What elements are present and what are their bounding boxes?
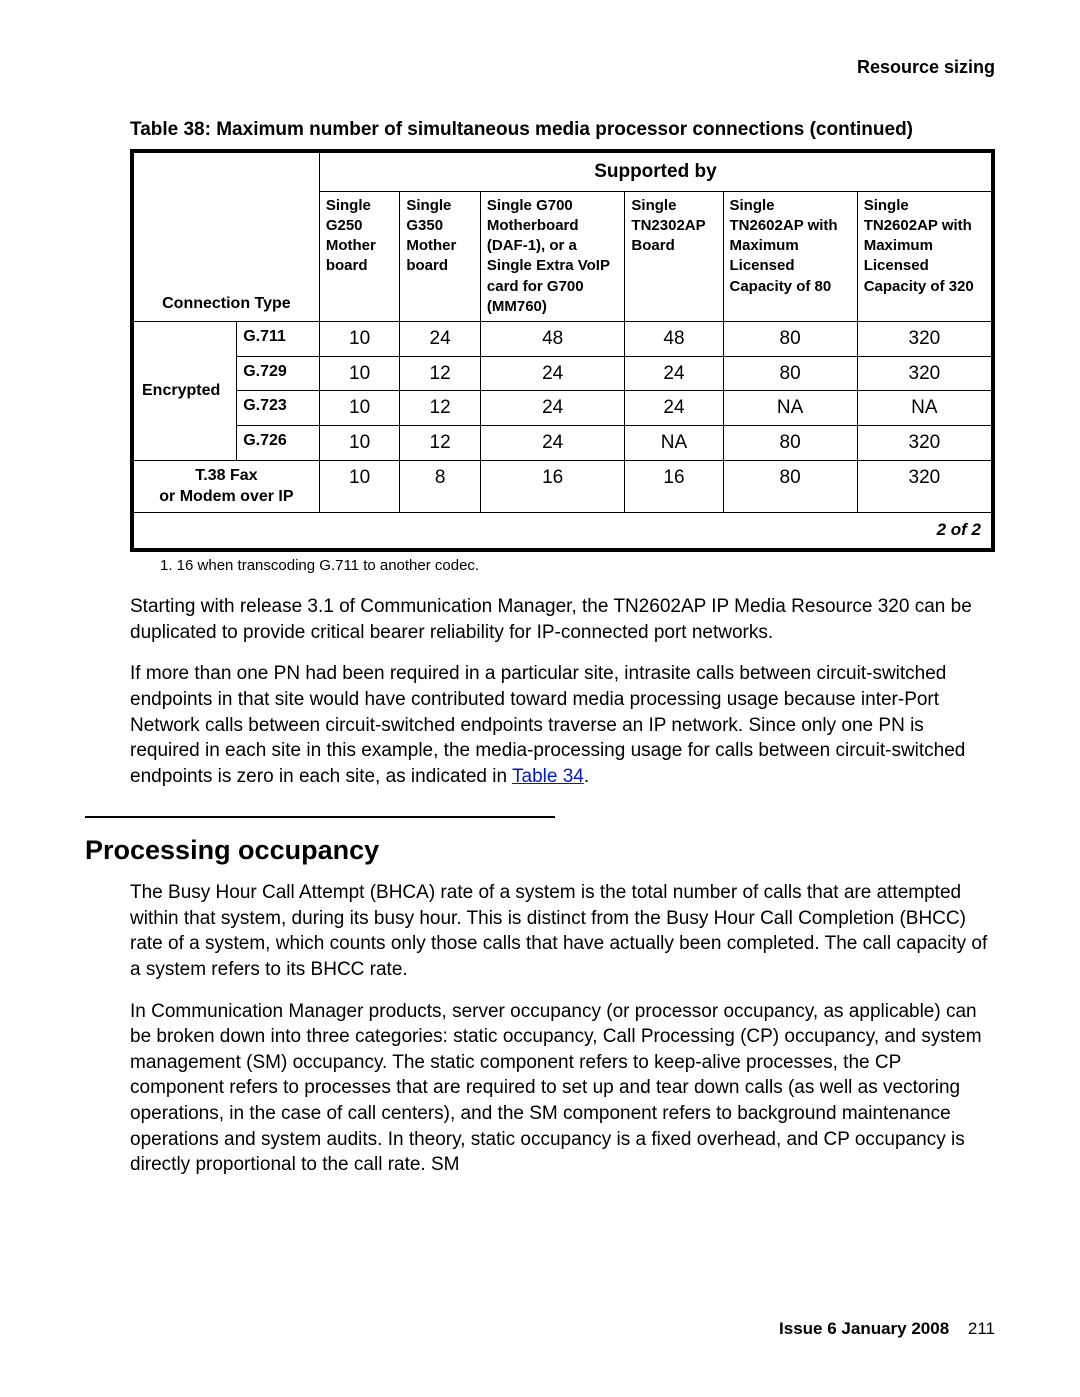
table-cell: 10: [319, 391, 400, 426]
table-cell: 80: [723, 460, 857, 512]
codec-g723: G.723: [237, 391, 320, 426]
table-cell: 12: [400, 391, 481, 426]
codec-g729: G.729: [237, 356, 320, 391]
col-head-5: Single TN2602AP with Maximum Licensed Ca…: [857, 191, 991, 322]
table-cell: 16: [625, 460, 723, 512]
table-cell: 320: [857, 322, 991, 357]
table-cell: 320: [857, 356, 991, 391]
table-cell: 320: [857, 426, 991, 461]
page-footer: Issue 6 January 2008 211: [85, 1318, 995, 1341]
processing-occupancy-heading: Processing occupancy: [85, 832, 995, 868]
table-cell: 8: [400, 460, 481, 512]
table-34-link[interactable]: Table 34: [512, 766, 584, 787]
encrypted-label: Encrypted: [134, 322, 237, 461]
table-cell: 48: [480, 322, 625, 357]
codec-g711: G.711: [237, 322, 320, 357]
footer-issue: Issue 6 January 2008: [779, 1319, 949, 1338]
table-cell: 16: [480, 460, 625, 512]
section-divider: [85, 816, 555, 818]
table-caption: Table 38: Maximum number of simultaneous…: [130, 117, 995, 143]
paragraph-release-3-1: Starting with release 3.1 of Communicati…: [130, 594, 995, 645]
table-38: Connection Type Supported by Single G250…: [130, 149, 995, 552]
table-cell: 10: [319, 322, 400, 357]
table-cell: 12: [400, 426, 481, 461]
table-cell: NA: [625, 426, 723, 461]
footer-page-number: 211: [968, 1319, 995, 1338]
paragraph-pn-tail: .: [584, 766, 589, 787]
table-cell: 80: [723, 322, 857, 357]
paragraph-pn-usage: If more than one PN had been required in…: [130, 661, 995, 789]
table-cell: 24: [625, 391, 723, 426]
media-processor-table: Connection Type Supported by Single G250…: [133, 152, 992, 549]
table-cell: 24: [400, 322, 481, 357]
table-page-indicator: 2 of 2: [134, 512, 992, 548]
table-cell: 10: [319, 460, 400, 512]
table-cell: 24: [480, 356, 625, 391]
table-cell: 24: [480, 391, 625, 426]
col-head-3: Single TN2302AP Board: [625, 191, 723, 322]
table-cell: 48: [625, 322, 723, 357]
table-cell: NA: [857, 391, 991, 426]
col-head-0: Single G250 Mother board: [319, 191, 400, 322]
codec-g726: G.726: [237, 426, 320, 461]
connection-type-header: Connection Type: [134, 152, 320, 321]
table-cell: 80: [723, 356, 857, 391]
header-section-label: Resource sizing: [85, 55, 995, 79]
table-cell: 24: [625, 356, 723, 391]
col-head-1: Single G350 Mother board: [400, 191, 481, 322]
table-cell: NA: [723, 391, 857, 426]
t38-label: T.38 Fax or Modem over IP: [134, 460, 320, 512]
processing-occupancy-p2: In Communication Manager products, serve…: [130, 999, 995, 1178]
col-head-2: Single G700 Motherboard (DAF-1), or a Si…: [480, 191, 625, 322]
table-footnote: 1. 16 when transcoding G.711 to another …: [160, 556, 995, 576]
supported-by-header: Supported by: [319, 152, 991, 191]
table-cell: 320: [857, 460, 991, 512]
table-cell: 12: [400, 356, 481, 391]
table-cell: 80: [723, 426, 857, 461]
col-head-4: Single TN2602AP with Maximum Licensed Ca…: [723, 191, 857, 322]
table-cell: 10: [319, 426, 400, 461]
table-cell: 10: [319, 356, 400, 391]
table-cell: 24: [480, 426, 625, 461]
processing-occupancy-p1: The Busy Hour Call Attempt (BHCA) rate o…: [130, 880, 995, 983]
